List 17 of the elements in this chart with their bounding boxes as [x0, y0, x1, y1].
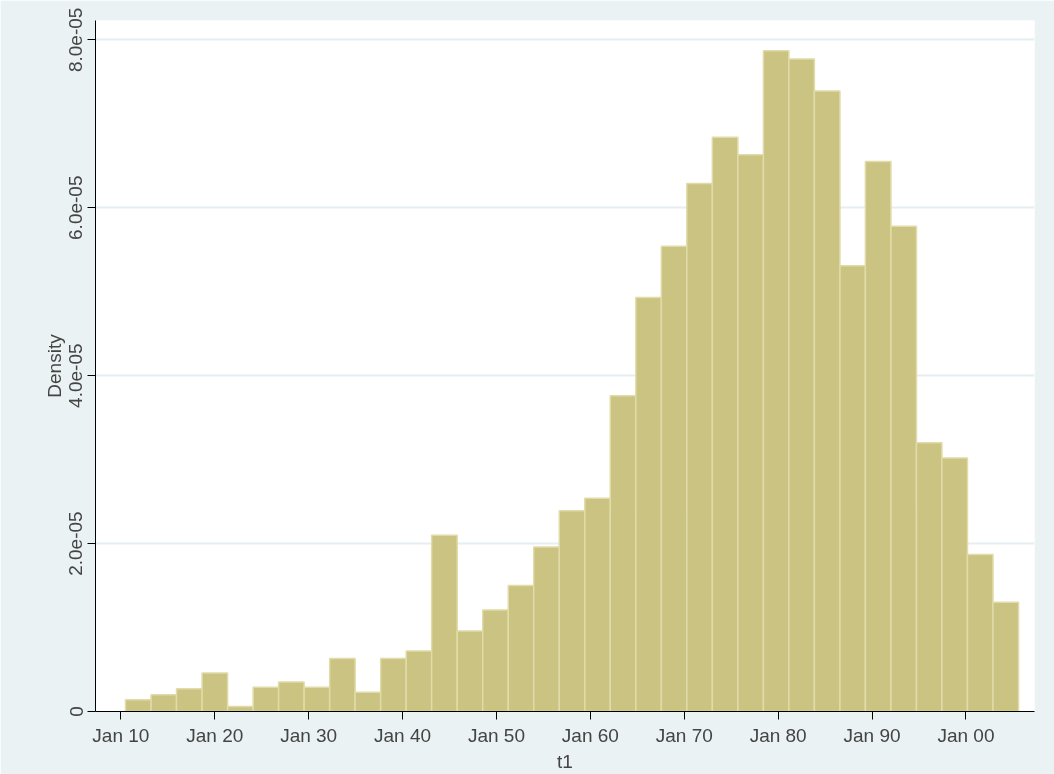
- x-tick-label: Jan 30: [280, 724, 338, 746]
- x-tick-label: Jan 50: [467, 724, 525, 746]
- x-tick-label: Jan 00: [937, 724, 995, 746]
- x-tick-label: Jan 60: [561, 724, 619, 746]
- x-tick-label: Jan 40: [374, 724, 432, 746]
- y-tick-label: 4.0e-05: [65, 343, 87, 408]
- x-axis-title: t1: [557, 750, 573, 772]
- x-tick-label: Jan 90: [843, 724, 901, 746]
- y-tick-label: 8.0e-05: [65, 7, 87, 73]
- y-tick-label: 6.0e-05: [65, 175, 87, 240]
- x-tick-label: Jan 10: [92, 724, 150, 746]
- y-tick-label: 0: [65, 706, 87, 717]
- x-tick-label: Jan 70: [655, 724, 713, 746]
- x-tick-label: Jan 20: [186, 724, 244, 746]
- y-axis-title: Density: [43, 333, 65, 398]
- x-tick-label: Jan 80: [749, 724, 807, 746]
- y-tick-label: 2.0e-05: [65, 511, 87, 576]
